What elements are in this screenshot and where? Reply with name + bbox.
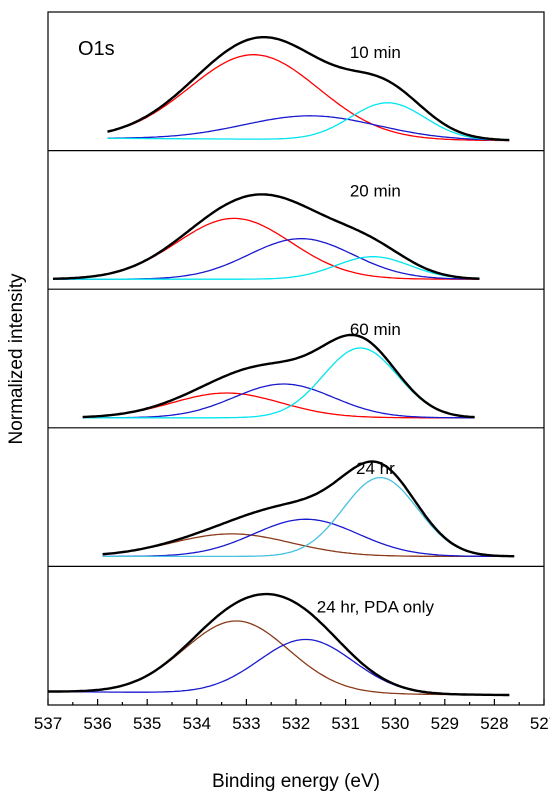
x-tick-label-528: 528 xyxy=(480,714,508,733)
panel-1: 10 min xyxy=(107,36,510,142)
x-tick-label-527: 527 xyxy=(530,714,550,733)
panel-2-fit xyxy=(52,193,480,280)
panel-3: 60 min xyxy=(82,320,475,419)
panel-3-component-2 xyxy=(82,383,475,419)
panel-4-fit xyxy=(102,460,515,557)
panel-2-component-2 xyxy=(53,238,480,280)
panel-2: 20 min xyxy=(52,182,480,280)
panel-3-envelope xyxy=(82,333,475,419)
panel-3-fit xyxy=(82,334,475,418)
panel-2-envelope xyxy=(52,193,480,280)
x-tick-label-534: 534 xyxy=(183,714,211,733)
top-label: O1s xyxy=(78,38,115,60)
panel-dividers xyxy=(48,150,544,568)
panel-5: 24 hr, PDA only xyxy=(48,592,510,697)
y-axis-label: Normalized intensity xyxy=(6,273,27,445)
panel-4: 24 hr xyxy=(102,459,515,558)
panel-4-envelope xyxy=(102,460,515,558)
x-tick-label-533: 533 xyxy=(232,714,260,733)
panel-2-component-3 xyxy=(53,256,480,280)
panel-1-component-3 xyxy=(107,102,510,142)
panels: 10 min 20 min 60 min 24 hr 24 hr, PDA only xyxy=(48,36,515,697)
panel-2-label: 20 min xyxy=(350,182,401,201)
panel-5-envelope xyxy=(48,592,510,697)
x-tick-label-537: 537 xyxy=(34,714,62,733)
panel-4-component-2 xyxy=(102,518,515,558)
panel-5-fit xyxy=(48,593,510,696)
panel-2-component-1 xyxy=(52,217,480,280)
x-tick-label-529: 529 xyxy=(431,714,459,733)
panel-1-component-2 xyxy=(107,115,510,141)
panel-4-component-1 xyxy=(102,533,515,558)
panel-5-label: 24 hr, PDA only xyxy=(317,597,435,616)
x-tick-label-535: 535 xyxy=(133,714,161,733)
x-tick-label-530: 530 xyxy=(381,714,409,733)
panel-4-label: 24 hr xyxy=(356,459,395,478)
panel-5-component-1 xyxy=(48,620,510,696)
x-tick-label-532: 532 xyxy=(282,714,310,733)
x-tick-label-536: 536 xyxy=(83,714,111,733)
panel-1-label: 10 min xyxy=(350,43,401,62)
panel-3-component-1 xyxy=(82,392,475,419)
panel-1-component-1 xyxy=(107,54,510,142)
x-axis: 537 536 535 534 533 532 531 530 529 528 527 xyxy=(34,699,550,733)
x-tick-label-531: 531 xyxy=(331,714,359,733)
panel-3-label: 60 min xyxy=(350,320,401,339)
x-axis-label: Binding energy (eV) xyxy=(212,771,380,792)
panel-3-component-3 xyxy=(82,347,475,419)
panel-1-envelope xyxy=(107,36,510,142)
